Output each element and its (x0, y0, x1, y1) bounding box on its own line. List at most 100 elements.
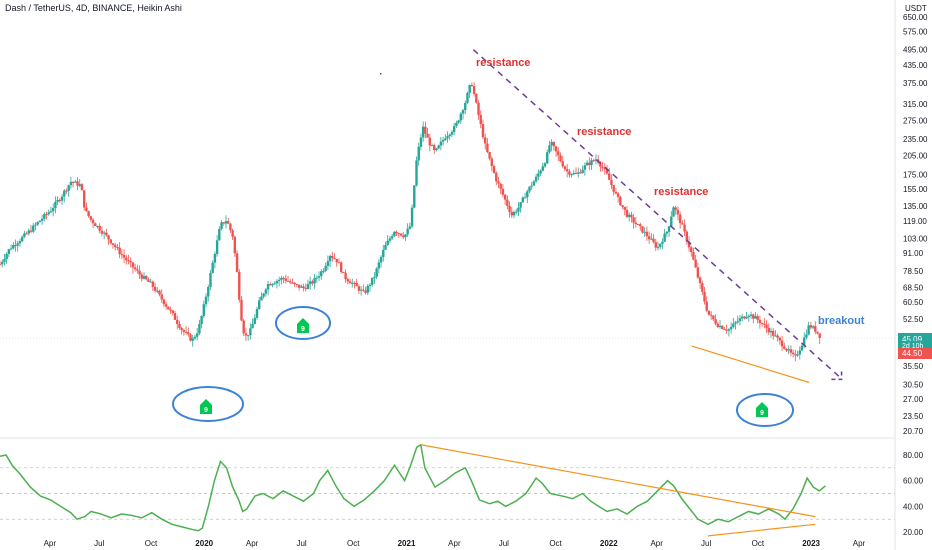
candle-body (36, 222, 39, 225)
candle-body (264, 289, 268, 294)
candle-body (395, 231, 398, 234)
candle-body (512, 211, 516, 216)
candle-body (526, 191, 529, 198)
candle-body (539, 170, 542, 174)
candle-body (477, 102, 480, 115)
candle-body (470, 84, 474, 87)
y-tick-label: 575.00 (903, 28, 928, 37)
candle-body (362, 289, 365, 291)
candle-body (758, 319, 762, 324)
price-tag-countdown-value: 2d 10h (902, 343, 924, 350)
candle-body (91, 219, 95, 224)
candle-body (308, 281, 312, 285)
candle-body (388, 238, 392, 241)
candle-body (269, 284, 272, 286)
candle-body (814, 326, 817, 332)
candle-body (344, 272, 347, 280)
candle-body (559, 155, 562, 162)
candle-body (692, 251, 695, 260)
candle-body (448, 134, 451, 137)
badge-label-2: 9 (301, 326, 305, 333)
candle-body (125, 257, 128, 261)
candle-body (5, 253, 8, 260)
candle-body (54, 201, 57, 209)
candle-body (541, 166, 544, 171)
candle-body (280, 277, 283, 280)
candle-body (138, 270, 141, 275)
candle-body (468, 84, 471, 93)
candle-body (661, 241, 664, 244)
candle-body (32, 225, 35, 232)
candle-body (14, 245, 17, 247)
candle-body (238, 271, 241, 300)
candle-body (202, 304, 206, 317)
candle-body (433, 145, 436, 151)
candle-body (754, 316, 757, 319)
candle-body (120, 254, 124, 256)
rsi-y-tick-label: 60.00 (903, 477, 924, 486)
candle-body (752, 314, 755, 319)
candle-body (260, 296, 263, 301)
candle-body (368, 284, 372, 286)
candle-body (209, 273, 212, 288)
candle-body (667, 226, 671, 232)
candle-body (643, 231, 646, 233)
sequential-badge-1: 9 (172, 386, 244, 422)
axes: 650.00 575.00 495.00 435.00 375.00 315.00 275.… (44, 13, 928, 548)
candle-body (811, 326, 815, 328)
y-tick-label: 103.00 (903, 234, 928, 243)
candle-body (63, 190, 66, 197)
candle-body (226, 221, 230, 224)
candle-body (275, 280, 279, 284)
candle-body (426, 133, 429, 138)
candle-body (554, 146, 558, 152)
candle-body (419, 137, 423, 147)
candle-body (508, 205, 511, 212)
candle-body (244, 333, 248, 336)
x-tick-label: Oct (347, 539, 360, 548)
candle-body (805, 334, 808, 338)
candle-body (399, 233, 403, 236)
x-tick-label: 2020 (195, 539, 213, 548)
candle-body (162, 299, 166, 305)
candle-body (102, 232, 106, 234)
price-tag-low-value: 44.50 (902, 349, 923, 358)
y-tick-label: 495.00 (903, 46, 928, 55)
candle-body (563, 166, 567, 170)
candle-body (218, 229, 221, 241)
candle-body (78, 184, 81, 186)
candle-body (621, 205, 624, 207)
candle-body (191, 338, 194, 341)
candle-body (56, 200, 59, 202)
x-tick-label: Apr (246, 539, 259, 548)
candle-body (151, 281, 155, 287)
candle-body (262, 293, 265, 297)
candle-body (306, 284, 310, 289)
candle-body (413, 185, 416, 208)
candle-body (51, 208, 55, 212)
candle-body (171, 310, 175, 314)
candle-body (450, 131, 454, 135)
price-tag-current-value: 45.09 (902, 335, 923, 344)
candle-body (71, 181, 75, 183)
candle-body (581, 169, 584, 174)
candle-body (105, 232, 108, 236)
candle-body (490, 158, 494, 167)
candle-body (632, 217, 635, 223)
candle-body (182, 330, 186, 332)
candle-body (386, 240, 389, 246)
candle-body (45, 214, 48, 216)
candle-body (85, 207, 88, 212)
candle-body (794, 354, 797, 356)
candle-body (160, 294, 163, 300)
candle-body (592, 160, 595, 162)
candle-body (107, 235, 110, 240)
candle-body (111, 243, 115, 245)
candle-body (145, 276, 148, 280)
candle-body (424, 126, 427, 134)
candle-body (156, 290, 159, 292)
badge-circle-1 (172, 386, 244, 422)
candle-body (636, 223, 640, 225)
candle-body (184, 331, 188, 333)
candle-body (82, 190, 86, 208)
